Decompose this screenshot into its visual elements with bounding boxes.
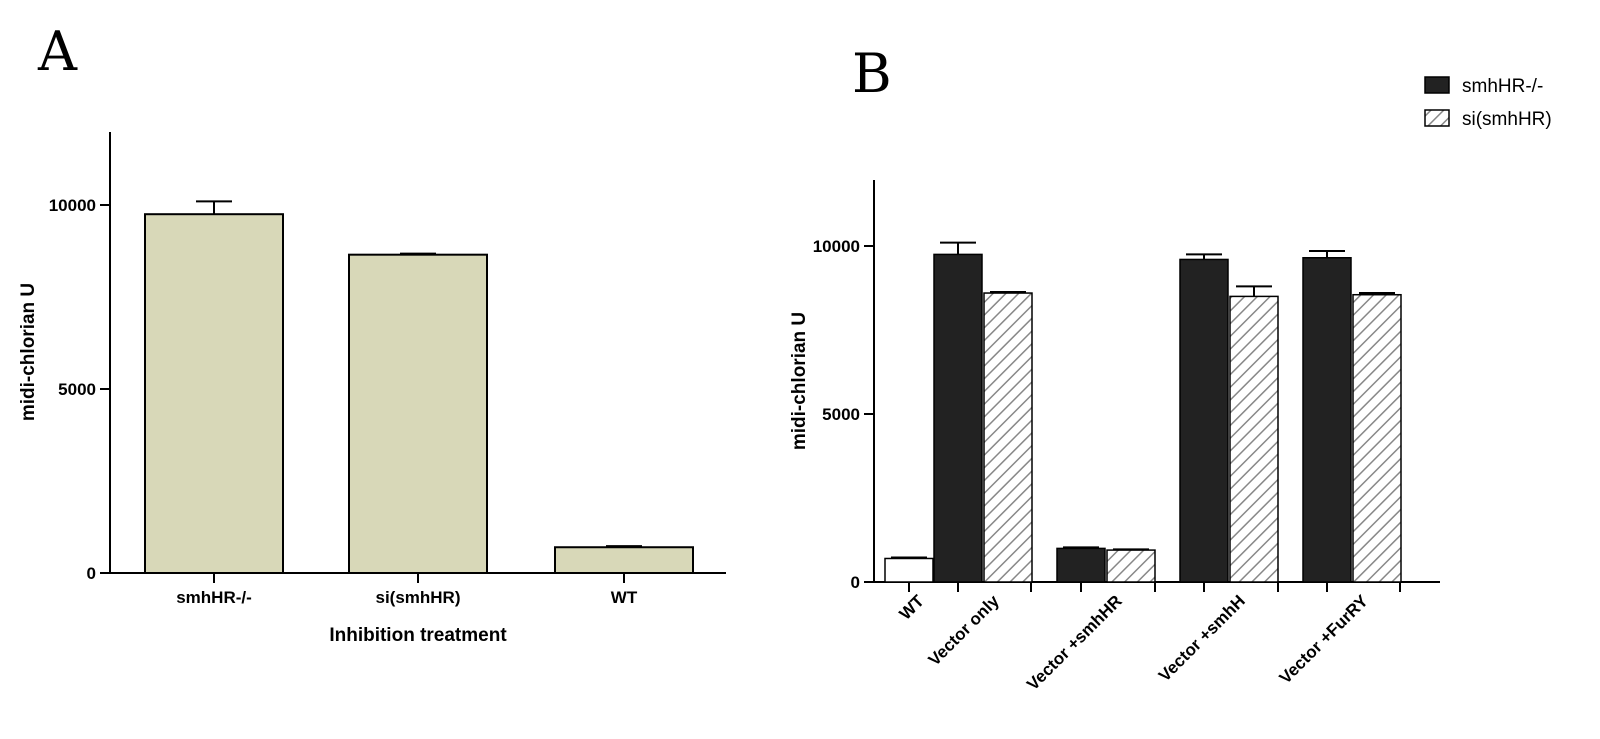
panel-a-x-axis-title: Inhibition treatment (329, 625, 507, 646)
panel-a-bar (144, 213, 284, 574)
panel-b-category-label: Vector +smhHR (1023, 591, 1126, 694)
panel-b-bar-si-smhHR (983, 292, 1033, 583)
panel-b-y-tick-label: 5000 (822, 405, 860, 424)
legend-label-si-smhHR: si(smhHR) (1462, 109, 1552, 130)
legend-swatch-si-smhHR (1424, 109, 1450, 127)
panel-b-bar-si-smhHR (1106, 549, 1156, 583)
panel-b-legend: smhHR-/- si(smhHR) (1424, 76, 1552, 130)
panel-b-category-label: Vector +smhH (1155, 591, 1249, 685)
panel-b-category-label: Vector +FurRY (1276, 591, 1373, 688)
panel-a-category-label: smhHR-/- (176, 588, 252, 607)
panel-a-letter: A (37, 20, 78, 83)
panel-a-y-axis-title: midi-chlorian U (18, 283, 39, 421)
panel-b-category-label: Vector only (925, 591, 1004, 670)
panel-a-y-tick-label: 5000 (58, 380, 96, 399)
panel-b-bar-si-smhHR (1229, 295, 1279, 583)
panel-a-y-tick-label: 0 (87, 564, 96, 583)
panel-b-category-label: WT (896, 591, 929, 624)
panel-b-y-tick-label: 10000 (813, 237, 860, 256)
panel-b-y-tick-label: 0 (851, 573, 860, 592)
panel-a-category-label: si(smhHR) (375, 588, 460, 607)
panel-b-bar-smhHR (1056, 547, 1106, 583)
panel-b-y-axis-title: midi-chlorian U (789, 312, 810, 450)
panel-a-bar (554, 546, 694, 574)
panel-a-bar (348, 253, 488, 574)
panel-a-chart: 0 5000 10000 smhHR-/- si(smhHR) WT midi-chlo… (18, 132, 726, 646)
panel-b-letter: B (852, 42, 892, 105)
panel-b-bar-smhHR (1302, 257, 1352, 583)
panel-b-bar-smhHR (933, 253, 983, 583)
legend-swatch-smhHR (1424, 76, 1450, 94)
panel-b-bar-wt (884, 557, 934, 583)
panel-b-bar-smhHR (1179, 258, 1229, 583)
panel-b-bar-si-smhHR (1352, 293, 1402, 583)
legend-label-smhHR: smhHR-/- (1462, 76, 1543, 97)
panel-a-y-tick-label: 10000 (49, 196, 96, 215)
panel-a-category-label: WT (611, 588, 638, 607)
